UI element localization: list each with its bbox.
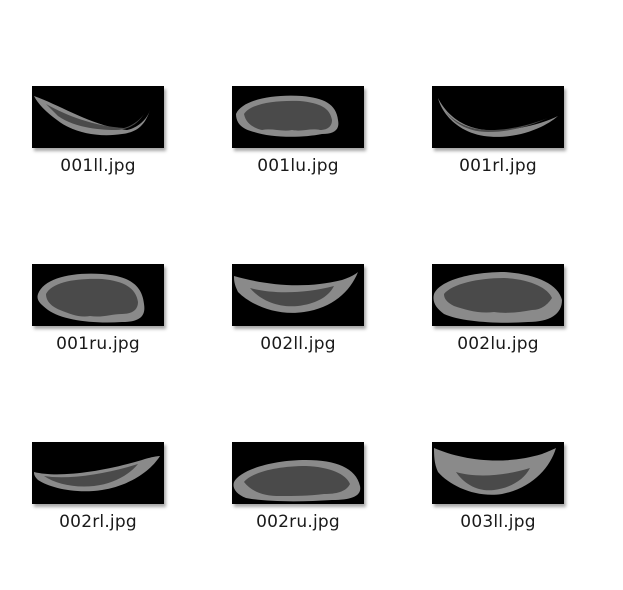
file-item-001ll[interactable]: 001ll.jpg: [16, 86, 176, 196]
file-item-003ll[interactable]: 003ll.jpg: [416, 442, 576, 552]
thumbnail-002lu: [432, 264, 564, 326]
crescent-shape-icon: [34, 96, 150, 136]
file-name-label: 002ru.jpg: [256, 512, 340, 532]
oval-shape-icon: [236, 95, 339, 137]
file-item-002ll[interactable]: 002ll.jpg: [216, 264, 376, 374]
file-name-label: 001ru.jpg: [56, 334, 140, 354]
file-item-002ru[interactable]: 002ru.jpg: [216, 442, 376, 552]
file-name-label: 003ll.jpg: [460, 512, 536, 532]
thumbnail-003ll: [432, 442, 564, 504]
file-item-001rl[interactable]: 001rl.jpg: [416, 86, 576, 196]
thumbnail-001ll: [32, 86, 164, 148]
file-name-label: 002ll.jpg: [260, 334, 336, 354]
oval-shape-icon: [233, 460, 361, 502]
file-name-label: 001ll.jpg: [60, 156, 136, 176]
crescent-shape-icon: [434, 448, 556, 495]
file-item-002lu[interactable]: 002lu.jpg: [416, 264, 576, 374]
file-name-label: 002rl.jpg: [59, 512, 137, 532]
oval-shape-icon: [37, 273, 145, 323]
file-name-label: 001rl.jpg: [459, 156, 537, 176]
file-item-001ru[interactable]: 001ru.jpg: [16, 264, 176, 374]
file-item-002rl[interactable]: 002rl.jpg: [16, 442, 176, 552]
thumbnail-002ru: [232, 442, 364, 504]
file-name-label: 001lu.jpg: [257, 156, 339, 176]
crescent-shape-icon: [34, 456, 160, 492]
thumbnail-001lu: [232, 86, 364, 148]
file-name-label: 002lu.jpg: [457, 334, 539, 354]
thumbnail-001ru: [32, 264, 164, 326]
oval-shape-icon: [433, 272, 562, 323]
thumbnail-002ll: [232, 264, 364, 326]
crescent-shape-icon: [234, 272, 358, 313]
crescent-shape-icon: [438, 98, 558, 137]
thumbnail-002rl: [32, 442, 164, 504]
file-item-001lu[interactable]: 001lu.jpg: [216, 86, 376, 196]
thumbnail-001rl: [432, 86, 564, 148]
